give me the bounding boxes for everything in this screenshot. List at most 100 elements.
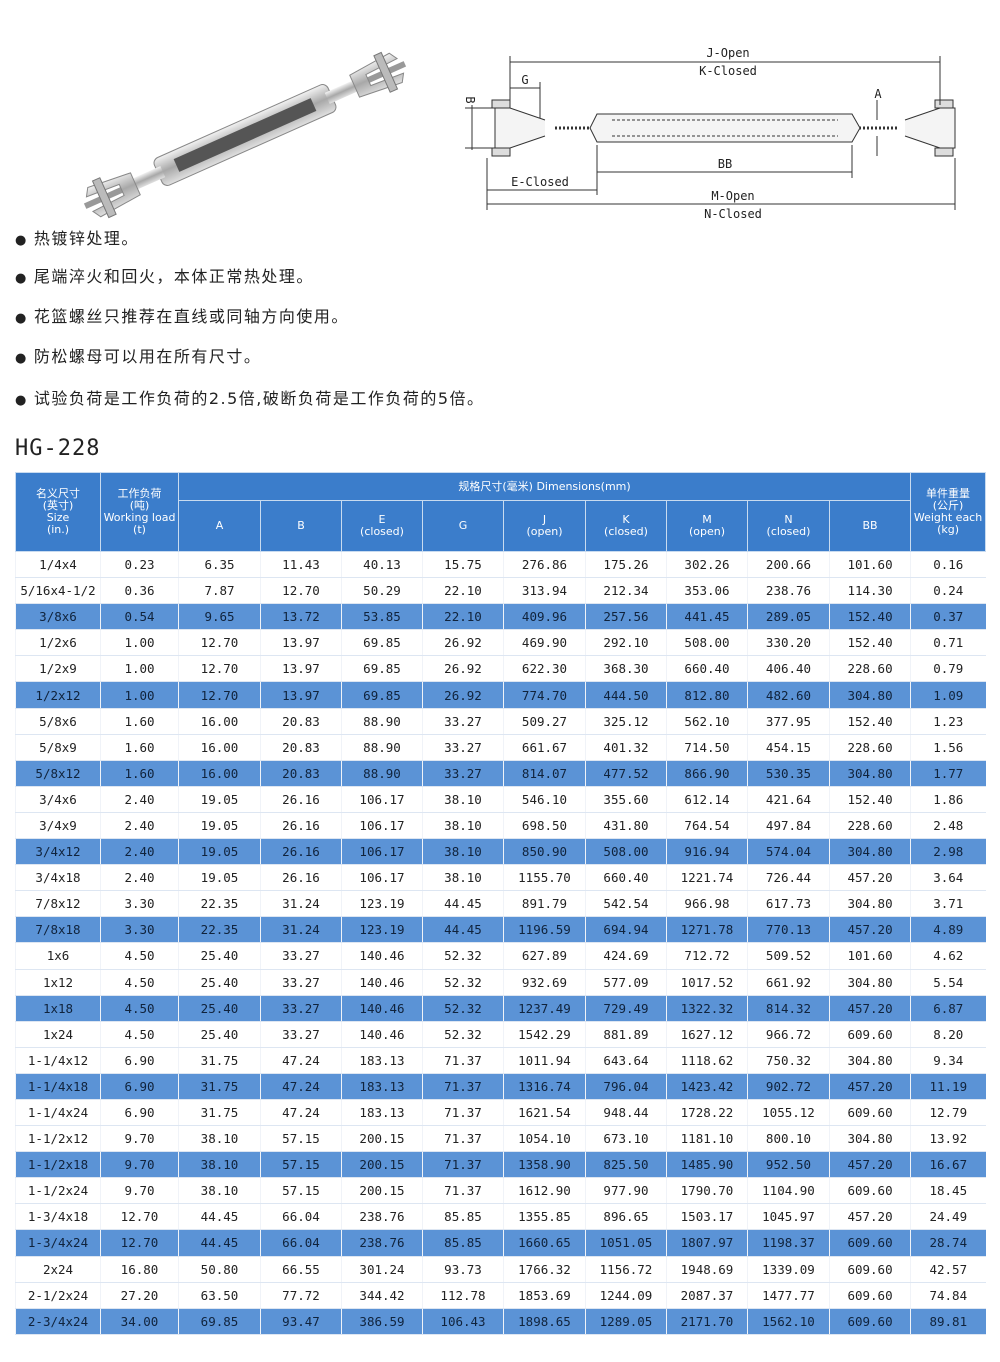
header-cell: 工作负荷 (吨) Working load (t) <box>100 472 179 552</box>
table-cell: 89.81 <box>910 1308 986 1335</box>
table-cell: 5.54 <box>910 969 986 996</box>
table-cell: 457.20 <box>828 864 911 892</box>
table-cell: 673.10 <box>585 1125 667 1153</box>
table-cell: 69.85 <box>341 681 423 709</box>
bullet: ● 尾端淬火和回火，本体正常热处理。 <box>15 267 314 286</box>
table-cell: 1.86 <box>910 786 986 813</box>
table-cell: 729.49 <box>585 995 667 1022</box>
table-cell: 477.52 <box>585 760 667 787</box>
diagram-label: J-Open <box>706 46 749 60</box>
table-cell: 1017.52 <box>666 969 748 996</box>
table-cell: 660.40 <box>585 864 667 892</box>
table-cell: 1/2x12 <box>15 681 101 709</box>
table-cell: 33.27 <box>260 969 342 996</box>
table-cell: 796.04 <box>585 1073 667 1100</box>
table-cell: 52.32 <box>422 1021 504 1048</box>
table-cell: 38.10 <box>422 786 504 813</box>
table-cell: 71.37 <box>422 1047 504 1074</box>
table-cell: 123.19 <box>341 916 423 944</box>
table-cell: 69.85 <box>178 1308 261 1335</box>
diagram-label: N-Closed <box>704 207 762 221</box>
header-cell: 单件重量 (公斤) Weight each (kg) <box>910 472 987 552</box>
table-cell: 1.00 <box>100 629 179 657</box>
table-cell: 12.70 <box>100 1203 179 1231</box>
table-cell: 977.90 <box>585 1177 667 1205</box>
table-cell: 11.43 <box>260 551 342 579</box>
table-cell: 7.87 <box>178 577 261 605</box>
table-cell: 26.92 <box>422 629 504 657</box>
bullet: ● 防松螺母可以用在所有尺寸。 <box>15 347 262 366</box>
table-cell: 71.37 <box>422 1099 504 1127</box>
table-cell: 431.80 <box>585 812 667 840</box>
table-row: 1/2x6 1.00 12.70 13.97 69.85 26.92 469.90 292.1… <box>15 629 986 657</box>
table-cell: 764.54 <box>666 812 748 840</box>
table-cell: 292.10 <box>585 629 667 657</box>
table-cell: 71.37 <box>422 1073 504 1100</box>
table-cell: 20.83 <box>260 760 342 787</box>
header-text: (in.) <box>46 523 70 536</box>
table-cell: 1045.97 <box>747 1203 830 1231</box>
table-cell: 31.75 <box>178 1099 261 1127</box>
table-cell: 1358.90 <box>503 1151 586 1179</box>
table-cell: 74.84 <box>910 1282 986 1309</box>
table-cell: 377.95 <box>747 708 830 735</box>
table-cell: 140.46 <box>341 942 423 970</box>
table-cell: 1-3/4x18 <box>15 1203 101 1231</box>
table-cell: 612.14 <box>666 786 748 813</box>
table-cell: 20.83 <box>260 734 342 761</box>
table-cell: 257.56 <box>585 603 667 631</box>
table-cell: 0.36 <box>100 577 179 605</box>
table-row: 3/4x18 2.40 19.05 26.16 106.17 38.10 1155.70 66… <box>15 864 986 892</box>
table-cell: 1-1/4x12 <box>15 1047 101 1074</box>
header-text: (英寸) <box>42 499 74 512</box>
table-cell: 77.72 <box>260 1282 342 1309</box>
table-cell: 3.64 <box>910 864 986 892</box>
table-cell: 770.13 <box>747 916 830 944</box>
table-cell: 7/8x12 <box>15 890 101 918</box>
table-cell: 344.42 <box>341 1282 423 1309</box>
table-cell: 469.90 <box>503 629 586 657</box>
table-cell: 4.50 <box>100 942 179 970</box>
table-cell: 814.32 <box>747 995 830 1022</box>
table-cell: 457.20 <box>828 1151 911 1179</box>
header-text: N <box>784 513 793 526</box>
table-cell: 609.60 <box>828 1308 911 1335</box>
table-cell: 577.09 <box>585 969 667 996</box>
table-cell: 106.17 <box>341 786 423 813</box>
diagram-label: M-Open <box>711 189 754 203</box>
table-cell: 3.30 <box>100 916 179 944</box>
table-cell: 88.90 <box>341 760 423 787</box>
table-cell: 106.17 <box>341 838 423 866</box>
table-cell: 0.54 <box>100 603 179 631</box>
table-cell: 238.76 <box>341 1203 423 1231</box>
table-cell: 304.80 <box>828 838 911 866</box>
header-text: (公斤) <box>932 499 964 512</box>
table-cell: 891.79 <box>503 890 586 918</box>
table-row: 1-1/2x18 9.70 38.10 57.15 200.15 71.37 1358.90… <box>15 1151 986 1179</box>
table-cell: 26.16 <box>260 812 342 840</box>
table-cell: 22.10 <box>422 577 504 605</box>
table-cell: 355.60 <box>585 786 667 813</box>
table-cell: 932.69 <box>503 969 586 996</box>
table-cell: 1x24 <box>15 1021 101 1048</box>
table-cell: 85.85 <box>422 1203 504 1231</box>
table-cell: 19.05 <box>178 786 261 813</box>
table-cell: 1-1/4x24 <box>15 1099 101 1127</box>
table-cell: 0.16 <box>910 551 986 579</box>
table-cell: 1289.05 <box>585 1308 667 1335</box>
table-cell: 302.26 <box>666 551 748 579</box>
table-cell: 2x24 <box>15 1256 101 1283</box>
table-cell: 63.50 <box>178 1282 261 1309</box>
header-cell: 规格尺寸(毫米) Dimensions(mm) <box>177 472 912 501</box>
table-cell: 228.60 <box>828 734 911 761</box>
table-cell: 1011.94 <box>503 1047 586 1074</box>
table-cell: 12.70 <box>178 629 261 657</box>
table-cell: 497.84 <box>747 812 830 840</box>
table-cell: 140.46 <box>341 1021 423 1048</box>
table-cell: 101.60 <box>828 942 911 970</box>
table-row: 3/4x12 2.40 19.05 26.16 106.17 38.10 850.90 508… <box>15 838 986 866</box>
header-text: Size <box>46 511 70 524</box>
header-cell: K (closed) <box>585 500 667 552</box>
table-cell: 101.60 <box>828 551 911 579</box>
